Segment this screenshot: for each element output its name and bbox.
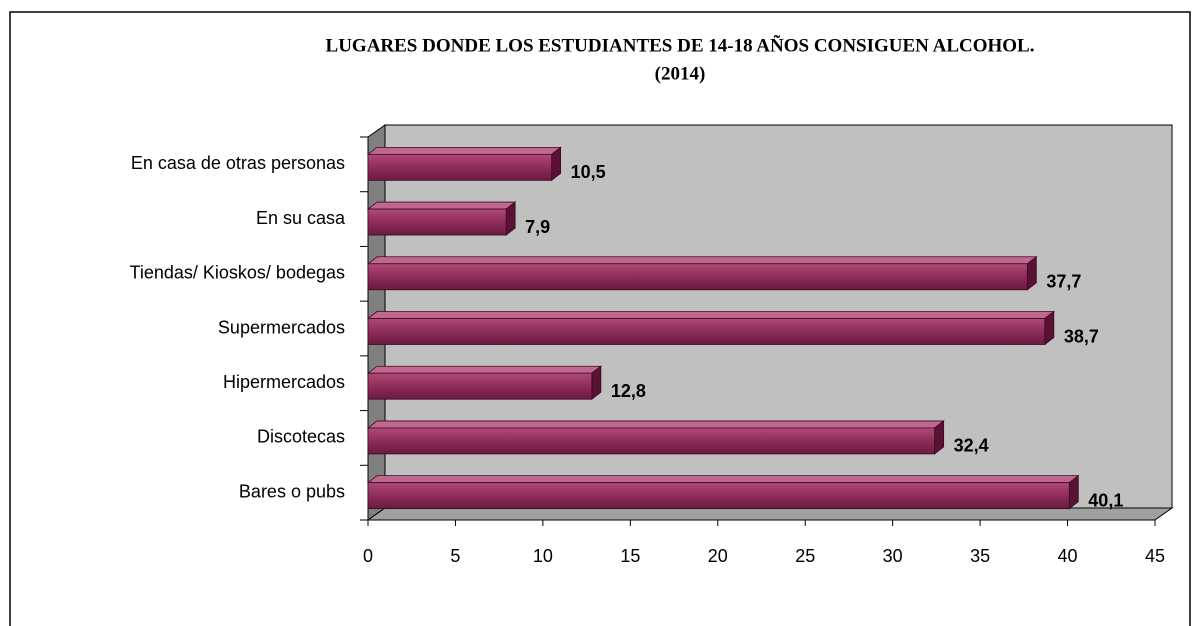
bar-top — [366, 311, 1055, 319]
bar — [367, 263, 1028, 291]
floor — [366, 507, 1174, 521]
value-label: 38,7 — [1064, 326, 1099, 346]
y-tick-label: Discotecas — [257, 427, 345, 447]
y-tick-label: En casa de otras personas — [131, 153, 345, 173]
chart-subtitle: (2014) — [655, 63, 706, 84]
bar — [367, 427, 936, 455]
x-tick-label: 35 — [970, 546, 990, 566]
bar-top — [366, 201, 517, 210]
y-tick-label: Tiendas/ Kioskos/ bodegas — [130, 263, 345, 283]
x-tick-label: 25 — [795, 546, 815, 566]
value-label: 12,8 — [611, 381, 646, 401]
x-tick-label: 40 — [1058, 546, 1078, 566]
value-label: 32,4 — [954, 436, 989, 456]
bar — [367, 482, 1070, 510]
bar — [367, 372, 593, 400]
bar-top — [366, 146, 562, 155]
bar-top — [366, 475, 1080, 484]
x-tick-label: 20 — [708, 546, 728, 566]
x-tick-label: 30 — [883, 546, 903, 566]
value-label: 40,1 — [1088, 490, 1123, 510]
value-label: 7,9 — [525, 217, 550, 237]
bar-top — [366, 420, 945, 429]
y-tick-label: Hipermercados — [223, 372, 345, 392]
x-tick-label: 5 — [450, 546, 460, 566]
x-tick-label: 10 — [533, 546, 553, 566]
value-label: 10,5 — [571, 162, 606, 182]
y-tick-label: En su casa — [256, 208, 346, 228]
bar-top — [366, 365, 603, 374]
y-tick-label: Supermercados — [218, 317, 345, 337]
bar-top — [366, 256, 1038, 265]
x-tick-label: 45 — [1145, 546, 1165, 566]
x-tick-label: 15 — [620, 546, 640, 566]
y-tick-label: Bares o pubs — [239, 481, 345, 501]
bar — [367, 318, 1046, 345]
x-tick-label: 0 — [363, 546, 373, 566]
value-label: 37,7 — [1046, 272, 1081, 292]
bar — [367, 153, 553, 181]
chart-title: LUGARES DONDE LOS ESTUDIANTES DE 14-18 A… — [326, 34, 1035, 56]
bar — [367, 208, 507, 236]
